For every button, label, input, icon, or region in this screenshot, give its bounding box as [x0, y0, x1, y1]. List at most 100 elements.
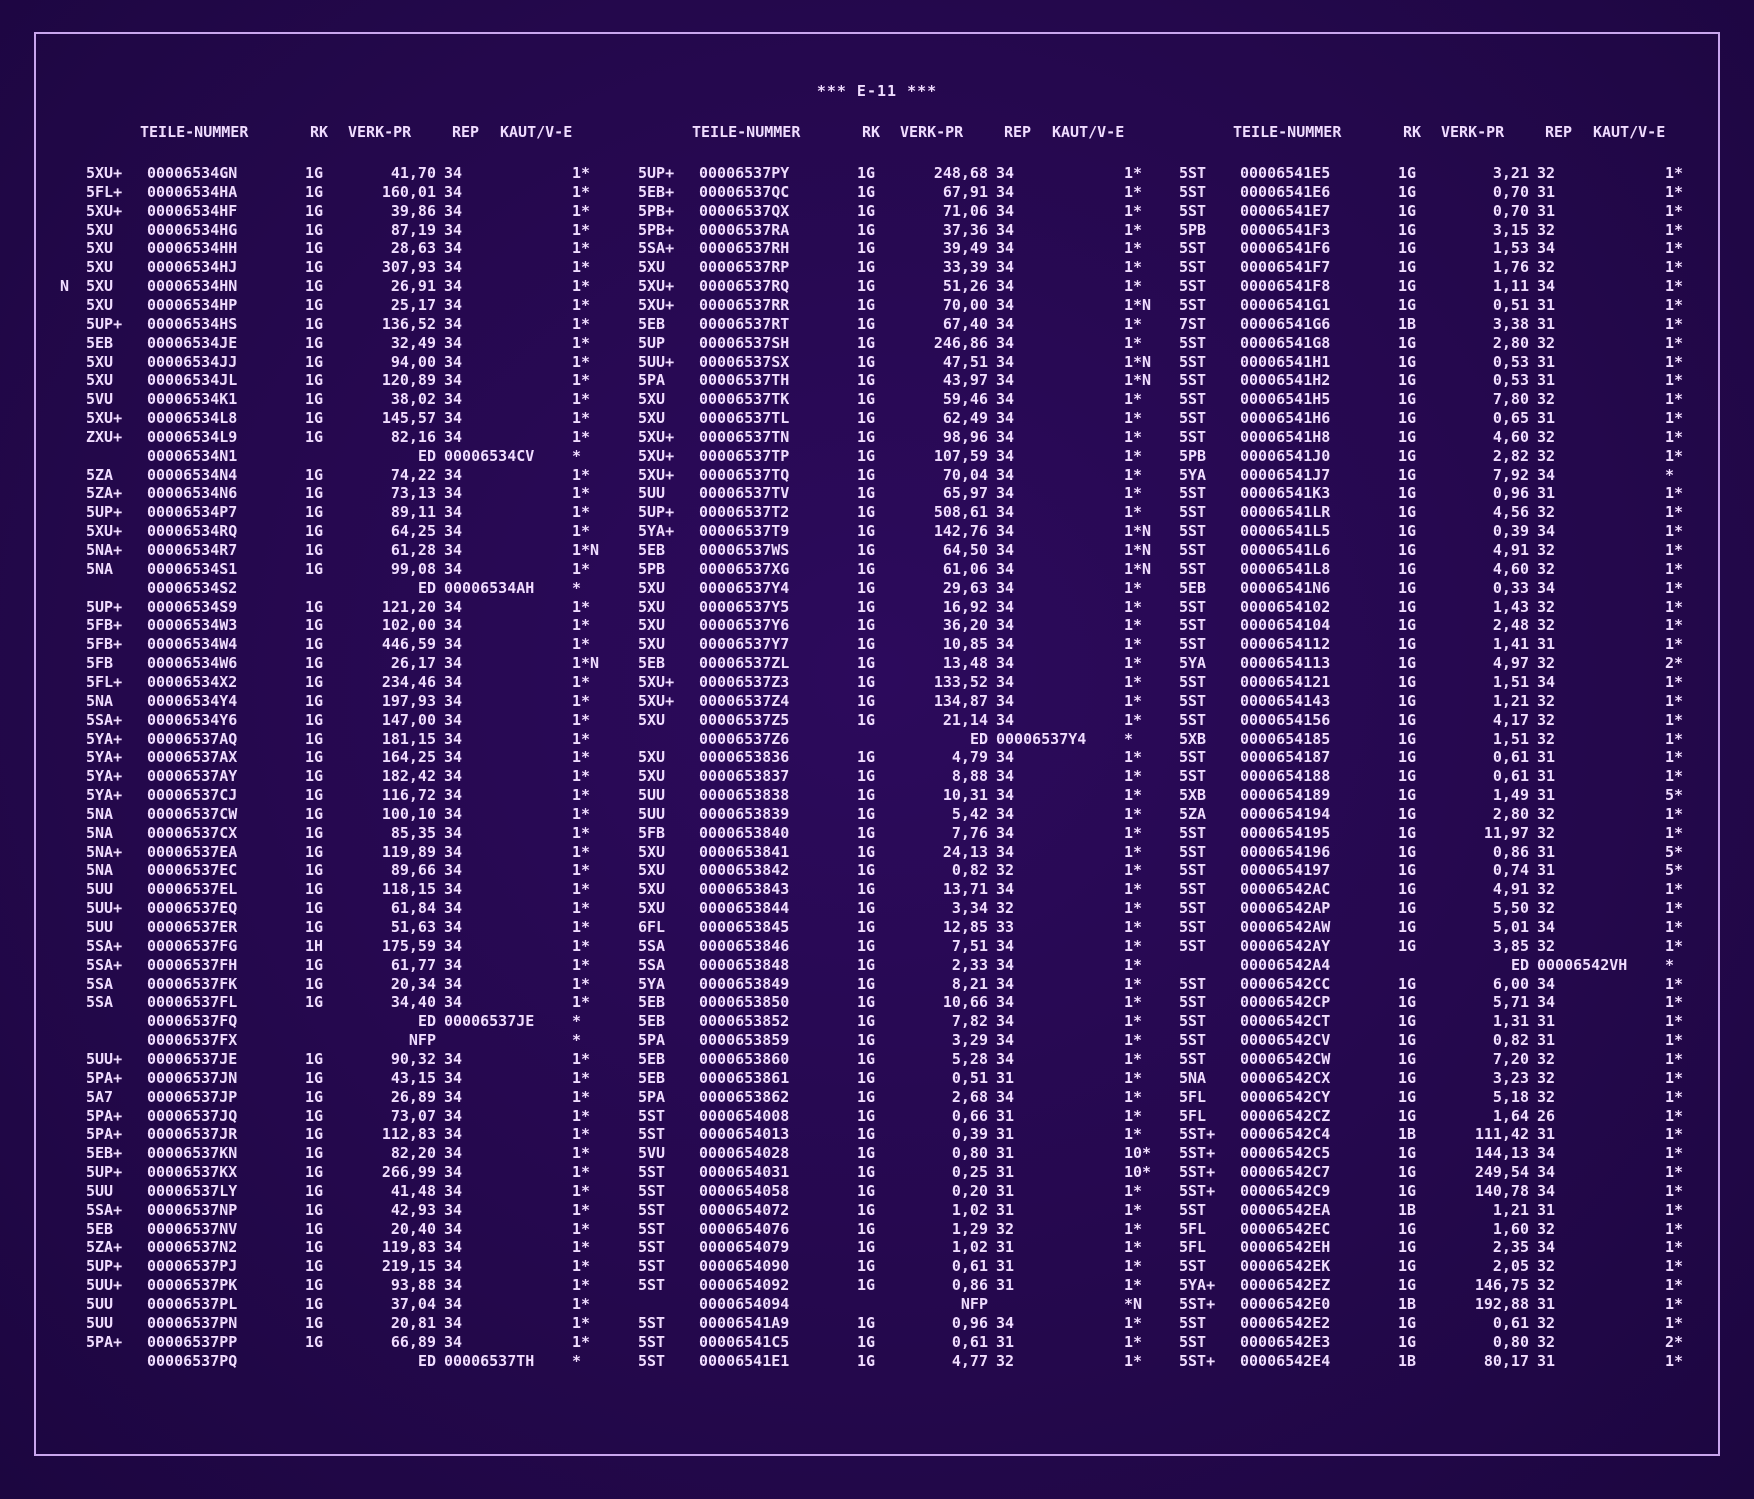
part-number: 0000654028 [699, 1144, 790, 1163]
kaut-ve: 1* [572, 559, 591, 578]
part-number: 0000653836 [699, 748, 790, 767]
part-prefix: 5UU [638, 786, 666, 805]
verk-price: ED [417, 1012, 436, 1031]
table-row: 5ST 0000654013 1G 0,39 31 1* [612, 1125, 1172, 1144]
part-prefix: 5ST [1179, 1031, 1207, 1050]
part-prefix: 5A7 [86, 1087, 114, 1106]
table-row: 5EB 00006537RT 1G 67,40 34 1* [612, 315, 1172, 334]
kaut-ve: 1* [1124, 465, 1143, 484]
table-row: 5EB+ 00006537KN 1G 82,20 34 1* [60, 1144, 620, 1163]
verk-price: 7,20 [1492, 1049, 1529, 1068]
kaut-ve: 1* [1124, 955, 1143, 974]
verk-price: 26,89 [390, 1087, 436, 1106]
verk-price: 4,60 [1492, 427, 1529, 446]
table-row: 5FB+ 00006534W3 1G 102,00 34 1* [60, 616, 620, 635]
part-prefix: 5UU+ [86, 1276, 123, 1295]
table-row: 5UU+ 00006537JE 1G 90,32 34 1* [60, 1050, 620, 1069]
kaut-ve: 2* [1665, 654, 1684, 673]
table-row: 5XU 00006537Y4 1G 29,63 34 1* [612, 579, 1172, 598]
table-row: 5ST+ 00006542E0 1B 192,88 31 1* [1153, 1295, 1713, 1314]
part-number: 00006542E2 [1240, 1313, 1331, 1332]
rk-code: 1G [857, 691, 876, 710]
rk-code: 1G [857, 654, 876, 673]
rep-code: 34 [444, 1163, 463, 1182]
part-number: 0000654104 [1240, 616, 1331, 635]
part-number: 00006534HN [147, 277, 238, 296]
rep-code: 34 [444, 409, 463, 428]
verk-price: NFP [408, 1031, 436, 1050]
rk-code: 1G [305, 974, 324, 993]
kaut-ve: 1* [572, 465, 591, 484]
verk-price: 4,79 [951, 748, 988, 767]
verk-price: 42,93 [390, 1200, 436, 1219]
rep-code: 32 [1537, 1087, 1556, 1106]
kaut-ve: 1* [1124, 918, 1143, 936]
rk-code: 1B [1398, 1125, 1417, 1144]
part-prefix: 5ST [638, 1351, 666, 1370]
rk-code: 1G [305, 522, 324, 541]
part-number: 00006541F8 [1240, 277, 1331, 296]
rep-code: 32 [996, 1351, 1015, 1370]
rep-code: 34 [996, 559, 1015, 578]
verk-price: 82,20 [390, 1144, 436, 1163]
table-row: 5XU+ 00006537Z4 1G 134,87 34 1* [612, 692, 1172, 711]
part-number: 00006537PQ [147, 1351, 238, 1370]
part-number: 0000654189 [1240, 786, 1331, 805]
rep-code: 31 [1537, 371, 1556, 390]
table-row: 5ZA 0000654194 1G 2,80 32 1* [1153, 805, 1713, 824]
rk-code: 1G [857, 503, 876, 522]
kaut-ve: 1* [572, 974, 591, 993]
part-number: 00006542CV [1240, 1031, 1331, 1050]
verk-price: 20,40 [390, 1219, 436, 1238]
table-row: 5ST 00006541H8 1G 4,60 32 1* [1153, 428, 1713, 447]
rk-code: 1G [1398, 1219, 1417, 1238]
part-number: 00006537RR [699, 295, 790, 314]
kaut-ve: 1* [1665, 748, 1684, 767]
rep-code: 32 [996, 861, 1015, 880]
kaut-ve: 1* [1124, 842, 1143, 861]
part-number: 00006542E4 [1240, 1351, 1331, 1370]
kaut-ve: 1* [1124, 1332, 1143, 1351]
rk-code: 1G [305, 427, 324, 446]
rk-code: 1G [857, 1125, 876, 1144]
rep-code: 34 [444, 522, 463, 541]
kaut-ve: 1* [1124, 1106, 1143, 1125]
rk-code: 1G [857, 465, 876, 484]
kaut-ve: 5* [1665, 786, 1684, 805]
part-prefix: 5ST [1179, 522, 1207, 541]
rep-code: 34 [444, 1276, 463, 1295]
kaut-ve: * [572, 1351, 582, 1370]
part-number: 00006534JL [147, 371, 238, 390]
kaut-ve: 5* [1665, 861, 1684, 880]
rk-code: 1G [1398, 710, 1417, 729]
part-prefix: 5ST [1179, 899, 1207, 918]
verk-price: 13,71 [942, 880, 988, 899]
part-number: 00006537Z6 [699, 729, 790, 748]
rk-code: 1G [305, 861, 324, 880]
rep-code: 31 [1537, 748, 1556, 767]
kaut-ve: 1* [1665, 446, 1684, 465]
table-row: 5NA 00006537CW 1G 100,10 34 1* [60, 805, 620, 824]
rep-code: 34 [444, 616, 463, 635]
part-number: 00006537Y6 [699, 616, 790, 635]
rk-code: 1G [1398, 220, 1417, 239]
kaut-ve: 1* [1124, 164, 1143, 182]
part-number: 00006537TL [699, 409, 790, 428]
verk-price: 0,80 [951, 1144, 988, 1163]
table-row: 5ST+ 00006542C5 1G 144,13 34 1* [1153, 1144, 1713, 1163]
rk-code: 1G [857, 1276, 876, 1295]
table-row: 5XU 00006537Y7 1G 10,85 34 1* [612, 635, 1172, 654]
table-row: 5UP+ 00006534HS 1G 136,52 34 1* [60, 315, 620, 334]
part-prefix: 5PA [638, 371, 666, 390]
rk-code: 1G [305, 710, 324, 729]
verk-price: 1,02 [951, 1200, 988, 1219]
kaut-ve: 5* [1665, 842, 1684, 861]
verk-price: 0,61 [1492, 1313, 1529, 1332]
rk-code: 1G [1398, 1163, 1417, 1182]
verk-price: 64,50 [942, 541, 988, 559]
rep-code: 34 [996, 371, 1015, 390]
part-number: 00006537TH [699, 371, 790, 390]
rk-code: 1G [857, 352, 876, 371]
table-row: 5VU 0000654028 1G 0,80 31 10* [612, 1144, 1172, 1163]
rk-code: 1G [1398, 672, 1417, 691]
